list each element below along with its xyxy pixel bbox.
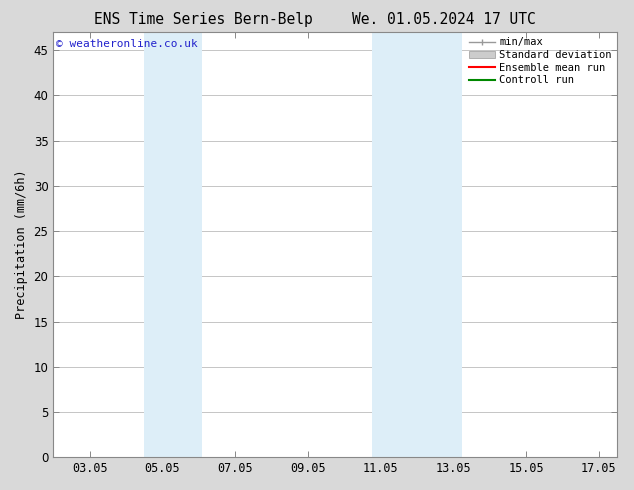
Bar <box>408 32 462 457</box>
Legend: min/max, Standard deviation, Ensemble mean run, Controll run: min/max, Standard deviation, Ensemble me… <box>466 34 615 88</box>
Bar <box>144 32 181 457</box>
Text: © weatheronline.co.uk: © weatheronline.co.uk <box>56 39 198 49</box>
Bar <box>181 32 202 457</box>
Text: ENS Time Series Bern-Belp: ENS Time Series Bern-Belp <box>93 12 313 27</box>
Y-axis label: Precipitation (mm/6h): Precipitation (mm/6h) <box>15 170 28 319</box>
Text: We. 01.05.2024 17 UTC: We. 01.05.2024 17 UTC <box>352 12 536 27</box>
Bar <box>372 32 408 457</box>
